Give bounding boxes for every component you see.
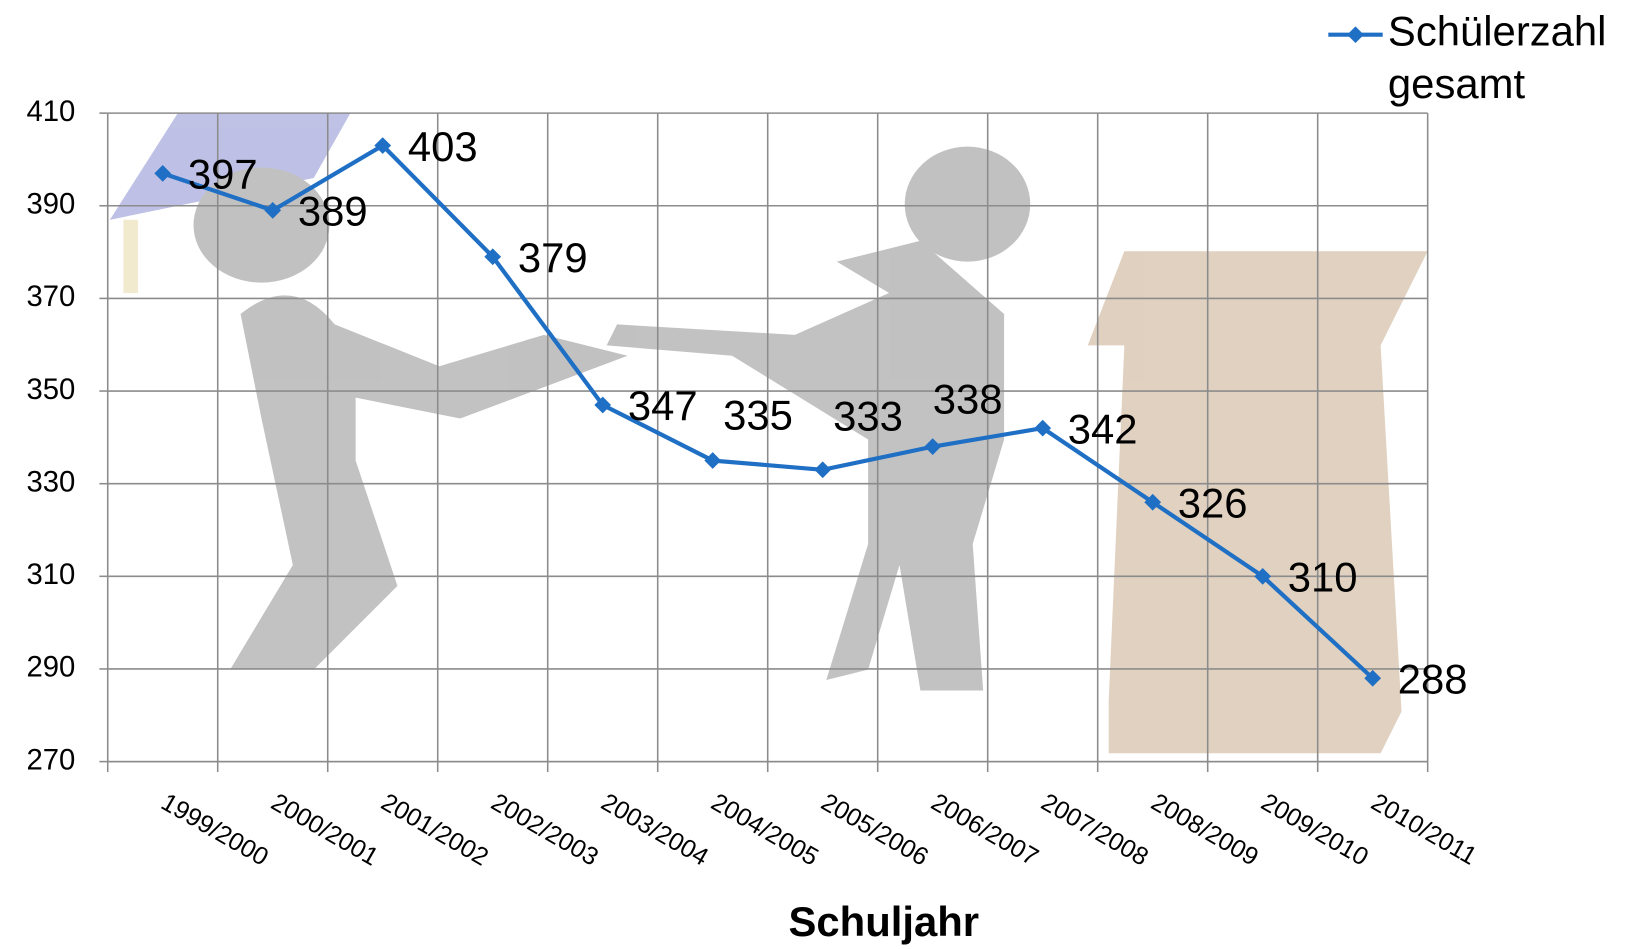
y-tick-label: 390 bbox=[26, 188, 75, 221]
data-point bbox=[814, 461, 832, 479]
y-tick-label: 350 bbox=[26, 373, 75, 406]
y-tick-label: 310 bbox=[26, 558, 75, 591]
data-point bbox=[704, 452, 722, 469]
data-label: 397 bbox=[188, 151, 258, 198]
x-tick-label: 2003/2004 bbox=[596, 788, 713, 872]
data-label: 403 bbox=[408, 123, 478, 170]
data-point bbox=[1254, 567, 1272, 585]
legend-label-line: gesamt bbox=[1388, 60, 1526, 107]
y-tick-label: 410 bbox=[26, 95, 75, 128]
legend-label: Schülerzahl gesamt bbox=[1388, 8, 1607, 107]
x-tick-label: 2006/2007 bbox=[926, 788, 1043, 872]
x-tick-label: 2009/2010 bbox=[1256, 788, 1373, 872]
data-point bbox=[1364, 669, 1382, 687]
data-label: 342 bbox=[1068, 405, 1138, 452]
series-line bbox=[162, 142, 1375, 680]
y-tick-label: 370 bbox=[26, 280, 75, 313]
x-tick-label: 2007/2008 bbox=[1036, 788, 1153, 872]
data-point bbox=[1144, 493, 1162, 511]
data-label: 379 bbox=[518, 234, 588, 281]
y-tick-label: 290 bbox=[26, 651, 75, 684]
y-tick-label: 270 bbox=[26, 743, 75, 776]
data-label: 310 bbox=[1288, 554, 1358, 601]
x-tick-label: 2002/2003 bbox=[486, 788, 603, 872]
data-label: 335 bbox=[723, 392, 793, 439]
x-tick-label: 2004/2005 bbox=[706, 788, 823, 872]
data-point bbox=[484, 248, 502, 266]
x-tick-label: 1999/2000 bbox=[156, 788, 273, 872]
y-tick-label: 330 bbox=[26, 465, 75, 498]
x-tick-label: 2000/2001 bbox=[266, 788, 383, 872]
x-axis-title: Schuljahr bbox=[788, 898, 979, 945]
data-label: 338 bbox=[933, 376, 1003, 423]
x-tick-label: 2008/2009 bbox=[1146, 788, 1263, 872]
data-label: 326 bbox=[1178, 479, 1248, 526]
x-tick-label: 2010/2011 bbox=[1366, 788, 1481, 871]
data-label: 333 bbox=[833, 393, 903, 440]
x-tick-label: 2001/2002 bbox=[376, 788, 493, 872]
data-label: 347 bbox=[628, 382, 698, 429]
x-tick-label: 2005/2006 bbox=[816, 788, 933, 872]
legend-label-line: Schülerzahl bbox=[1388, 8, 1607, 55]
legend-marker bbox=[1347, 26, 1364, 44]
data-label: 288 bbox=[1398, 655, 1468, 702]
data-label: 389 bbox=[298, 188, 368, 235]
